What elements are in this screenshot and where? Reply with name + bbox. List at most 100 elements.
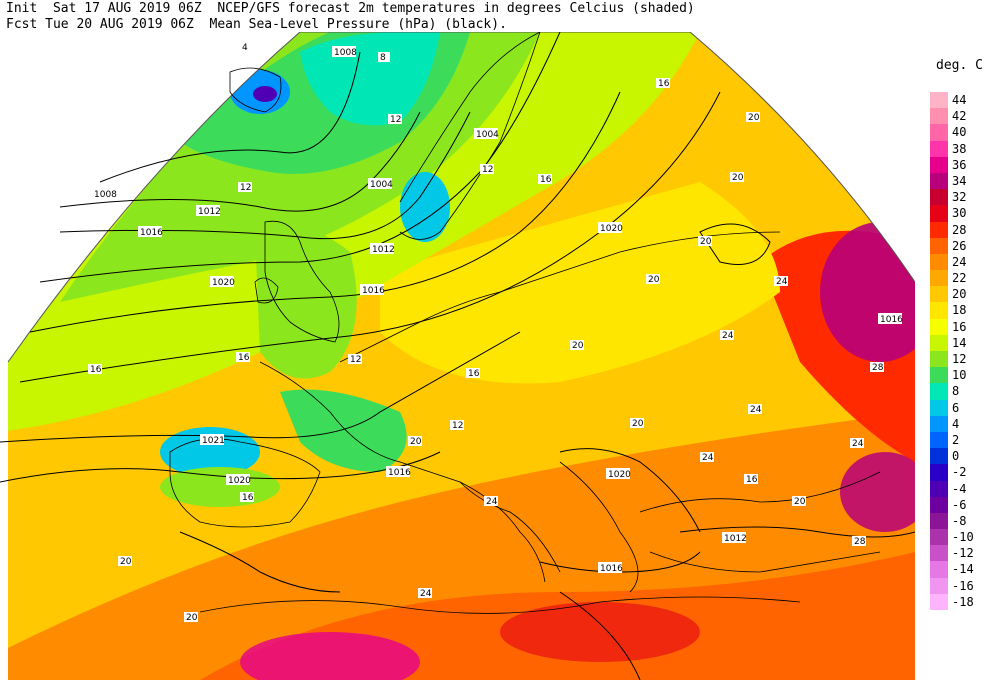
temp-label: 12 (388, 114, 402, 125)
temp-label-text: 20 (186, 613, 198, 623)
legend-row: 32 (930, 189, 990, 206)
isobar-label-text: 1020 (228, 476, 251, 486)
temp-label-text: 28 (872, 363, 884, 373)
legend-swatch (930, 577, 948, 594)
temp-label: 16 (466, 368, 480, 379)
legend-swatch (930, 189, 948, 206)
temp-label: 28 (870, 362, 884, 373)
temperature-map: 1008 1004 1008 1012 1016 1020 1016 1012 … (0, 32, 915, 680)
fcst-text: Fcst Tue 20 AUG 2019 06Z (6, 17, 194, 32)
legend-row: 6 (930, 399, 990, 416)
legend-label: 24 (952, 254, 967, 269)
temp-label-text: 16 (90, 365, 102, 375)
legend-label: 8 (952, 384, 960, 399)
legend-label: 30 (952, 206, 967, 221)
isobar-label-text: 1016 (362, 286, 385, 296)
legend-row: 10 (930, 367, 990, 384)
legend-label: 34 (952, 173, 967, 188)
map-edge (7, 32, 915, 363)
isobar-label: 1004 (368, 178, 393, 190)
temp-label-text: 24 (750, 405, 762, 415)
isobar-label: 1020 (226, 474, 251, 486)
legend-row: 20 (930, 286, 990, 303)
isobar-label: 1020 (606, 468, 631, 480)
legend-row: 0 (930, 448, 990, 465)
legend-swatch (930, 431, 948, 449)
legend-swatch (930, 593, 948, 610)
temp-label: 16 (538, 174, 552, 185)
legend-label: 26 (952, 238, 967, 253)
legend-label: 42 (952, 109, 967, 124)
temp-label-text: 20 (794, 497, 806, 507)
legend-row: -4 (930, 480, 990, 497)
temp-label-text: 16 (238, 353, 250, 363)
legend-label: 18 (952, 303, 967, 318)
legend-label: 14 (952, 335, 967, 350)
temp-label: 20 (184, 612, 198, 623)
temp-label-text: 16 (746, 475, 758, 485)
legend-label: 12 (952, 352, 967, 366)
legend-row: 18 (930, 302, 990, 319)
temp-label: 16 (88, 364, 102, 375)
legend-swatch (930, 367, 948, 384)
temp-label-text: 20 (120, 557, 132, 567)
temp-label: 16 (240, 492, 254, 503)
legend-label: -10 (952, 530, 974, 545)
legend-swatch (930, 399, 948, 416)
temp-label: 16 (656, 78, 670, 89)
isobar-label-text: 1016 (600, 564, 623, 574)
legend-row: 12 (930, 351, 990, 368)
legend-swatch (930, 140, 948, 157)
temp-label-text: 16 (658, 79, 670, 89)
legend-label: 2 (952, 432, 960, 447)
temp-label: 12 (348, 354, 362, 365)
temp-label-text: 20 (748, 113, 760, 123)
legend-swatch (930, 124, 948, 141)
isobar-label-text: 1012 (372, 245, 395, 255)
isobar-label: 1012 (370, 243, 395, 255)
legend-row: 16 (930, 318, 990, 335)
temp-label: 28 (852, 536, 866, 547)
temp-label-text: 24 (722, 331, 734, 341)
legend-row: 22 (930, 270, 990, 287)
legend-label: -18 (952, 594, 974, 609)
temp-label-text: 28 (854, 537, 866, 547)
isobar-label-text: 1004 (476, 130, 499, 140)
legend-swatch (930, 383, 948, 400)
legend-row: 28 (930, 221, 990, 238)
legend-row: -10 (930, 529, 990, 546)
legend-swatch (930, 545, 948, 562)
temp-label-text: 16 (540, 175, 552, 185)
legend-row: 40 (930, 124, 990, 141)
isobar-label: 1016 (878, 313, 903, 325)
legend-swatch (930, 351, 948, 368)
legend-label: 20 (952, 287, 967, 302)
isobar-label: 1016 (138, 226, 163, 238)
legend-label: 44 (952, 93, 967, 107)
temp-label: 20 (630, 418, 644, 429)
temp-label: 24 (720, 330, 734, 341)
temp-label: 12 (450, 420, 464, 431)
legend-row: 14 (930, 334, 990, 351)
legend-label: 28 (952, 222, 967, 237)
title-line-1: NCEP/GFS forecast 2m temperatures in deg… (217, 1, 695, 16)
isobar-label-text: 1020 (608, 470, 631, 480)
temp-label-text: 12 (452, 421, 463, 431)
legend-label: 0 (952, 449, 960, 464)
legend-label: 22 (952, 271, 967, 286)
init-text: Init Sat 17 AUG 2019 06Z (6, 1, 202, 16)
temp-label: 20 (730, 172, 744, 183)
isobar-label-text: 1020 (600, 224, 623, 234)
legend-label: 6 (952, 400, 960, 415)
isobar-label: 1016 (360, 284, 385, 296)
temp-label-text: 20 (410, 437, 422, 447)
legend-label: -6 (952, 497, 967, 512)
temp-label-text: 20 (648, 275, 660, 285)
coastlines (169, 32, 881, 614)
isobar-label-text: 1020 (212, 278, 235, 288)
legend-label: 38 (952, 141, 967, 156)
legend-label: -4 (952, 481, 967, 496)
legend-swatch (930, 302, 948, 319)
isobar-label-text: 1016 (388, 468, 411, 478)
legend-swatch (930, 318, 948, 335)
